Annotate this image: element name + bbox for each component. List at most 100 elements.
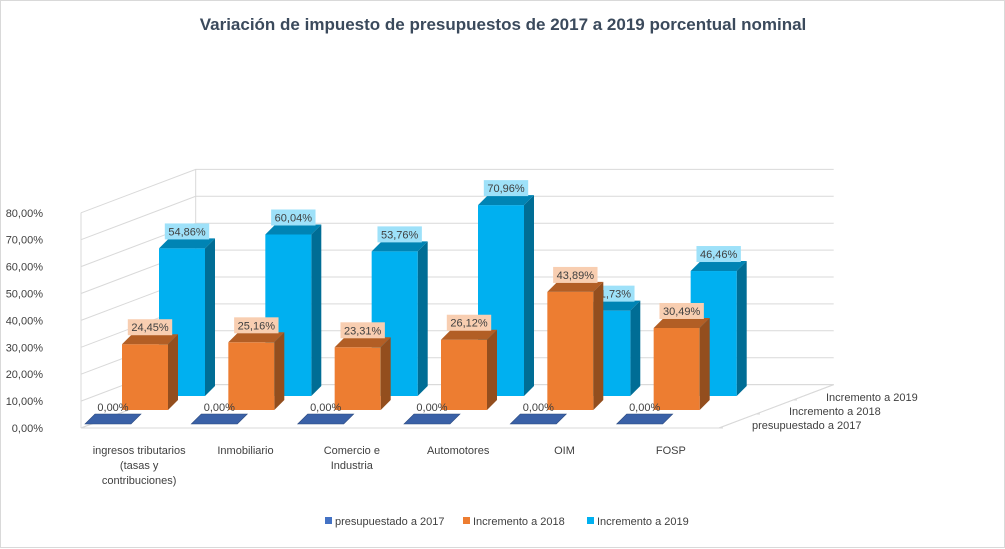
y-tick-label: 80,00% xyxy=(6,208,44,220)
data-label-text: 25,16% xyxy=(238,320,276,332)
bar-side xyxy=(205,238,215,396)
data-label: 43,89% xyxy=(553,266,598,283)
data-label-box xyxy=(340,322,385,339)
bar-3-1: 54,86% xyxy=(159,223,215,396)
series-depth-label: Incremento a 2019 xyxy=(826,392,918,404)
data-label-box xyxy=(234,317,279,334)
bar-top xyxy=(334,337,391,348)
legend-label: presupuestado a 2017 xyxy=(335,516,444,528)
bar-top xyxy=(478,195,534,206)
data-label: 46,46% xyxy=(696,246,741,263)
data-label-text: 60,04% xyxy=(275,212,313,224)
data-label-text: 24,45% xyxy=(131,322,169,334)
bar-side xyxy=(593,281,604,410)
data-label-text: 70,96% xyxy=(487,183,525,195)
category-label: Inmobiliario xyxy=(217,445,273,457)
legend-swatch xyxy=(325,517,332,524)
bar-top xyxy=(509,413,568,425)
bar-2-3: 23,31% xyxy=(334,322,391,410)
bar-side xyxy=(274,332,285,410)
bar-top xyxy=(403,413,461,425)
data-label: 23,31% xyxy=(340,322,385,339)
depth-axis-line xyxy=(718,384,834,429)
data-label-box xyxy=(553,266,598,283)
legend: presupuestado a 2017 Incremento a 2018 Inc… xyxy=(325,516,689,528)
bar-top xyxy=(159,238,215,249)
data-label-text: 0,00% xyxy=(629,402,660,414)
data-label-text: 54,86% xyxy=(168,226,206,238)
bar-top xyxy=(615,413,674,425)
bar-side xyxy=(311,224,322,396)
data-label-text: 30,49% xyxy=(663,306,701,318)
data-label-box xyxy=(446,314,492,331)
data-label: 0,00% xyxy=(204,402,235,414)
data-label-text: 0,00% xyxy=(523,402,554,414)
bar-top xyxy=(653,318,710,328)
data-label-text: 26,12% xyxy=(450,318,488,330)
data-label: 53,76% xyxy=(377,226,422,243)
bar-1-2: 0,00% xyxy=(190,402,249,425)
category-label: FOSP xyxy=(656,445,686,457)
bar-side xyxy=(524,195,534,396)
category-label: Comercio e Industria xyxy=(324,445,380,472)
data-label-text: 0,00% xyxy=(310,402,341,414)
data-label: 0,00% xyxy=(416,402,447,414)
bar-front xyxy=(547,291,594,410)
data-label-box xyxy=(696,246,741,263)
data-label: 0,00% xyxy=(523,402,554,414)
bar-side xyxy=(487,329,497,410)
data-label: 70,96% xyxy=(483,180,529,197)
data-label: 30,49% xyxy=(659,302,704,319)
bar-top xyxy=(228,332,285,343)
bar-front xyxy=(441,339,487,410)
bar-top xyxy=(371,241,428,252)
bar-side xyxy=(417,241,428,396)
data-label: 24,45% xyxy=(127,319,173,336)
data-label: 0,00% xyxy=(310,402,341,414)
data-label-text: 43,89% xyxy=(557,270,595,282)
legend-swatch xyxy=(587,517,594,524)
legend-item: Incremento a 2018 xyxy=(463,516,565,528)
bar-top xyxy=(84,413,142,425)
bar-2-6: 30,49% xyxy=(653,302,710,410)
data-label: 60,04% xyxy=(271,209,316,226)
legend-swatch xyxy=(463,517,470,524)
bar-1-5: 0,00% xyxy=(509,402,568,425)
bar-top xyxy=(122,334,178,345)
data-label-box xyxy=(659,302,704,319)
y-tick-label: 60,00% xyxy=(6,262,44,274)
bar-front xyxy=(122,344,168,410)
category-label: OIM xyxy=(554,445,575,457)
y-tick-label: 70,00% xyxy=(6,235,44,247)
series-depth-label: Incremento a 2018 xyxy=(789,406,881,418)
data-label-text: 46,46% xyxy=(700,249,738,261)
data-label-box xyxy=(164,223,210,240)
data-label-text: 53,76% xyxy=(381,229,419,241)
legend-item: Incremento a 2019 xyxy=(587,516,689,528)
y-tick-label: 40,00% xyxy=(6,315,44,327)
bar-2-1: 24,45% xyxy=(122,319,178,410)
bar-top xyxy=(190,413,249,425)
bar-top xyxy=(547,281,604,292)
data-label-box xyxy=(271,209,316,226)
bar-front xyxy=(334,347,381,410)
bar-1-4: 0,00% xyxy=(403,402,461,425)
chart-title: Variación de impuesto de presupuestos de… xyxy=(200,15,807,34)
data-label-text: 0,00% xyxy=(204,402,235,414)
bar-1-3: 0,00% xyxy=(296,402,355,425)
bar-side xyxy=(699,318,710,410)
bar-2-5: 43,89% xyxy=(547,266,604,410)
bar-front xyxy=(653,327,700,410)
legend-label: Incremento a 2018 xyxy=(473,516,565,528)
bar-side xyxy=(736,261,747,396)
bar-side xyxy=(630,300,641,396)
data-label: 0,00% xyxy=(97,402,128,414)
data-label-box xyxy=(483,180,529,197)
bar-top xyxy=(265,224,322,235)
data-label-box xyxy=(377,226,422,243)
data-label-box xyxy=(127,319,173,336)
series-depth-axis: presupuestado a 2017 Incremento a 2018 Inc… xyxy=(718,384,918,432)
y-tick-label: 10,00% xyxy=(6,396,44,408)
legend-label: Incremento a 2019 xyxy=(597,516,689,528)
data-label: 26,12% xyxy=(446,314,492,331)
